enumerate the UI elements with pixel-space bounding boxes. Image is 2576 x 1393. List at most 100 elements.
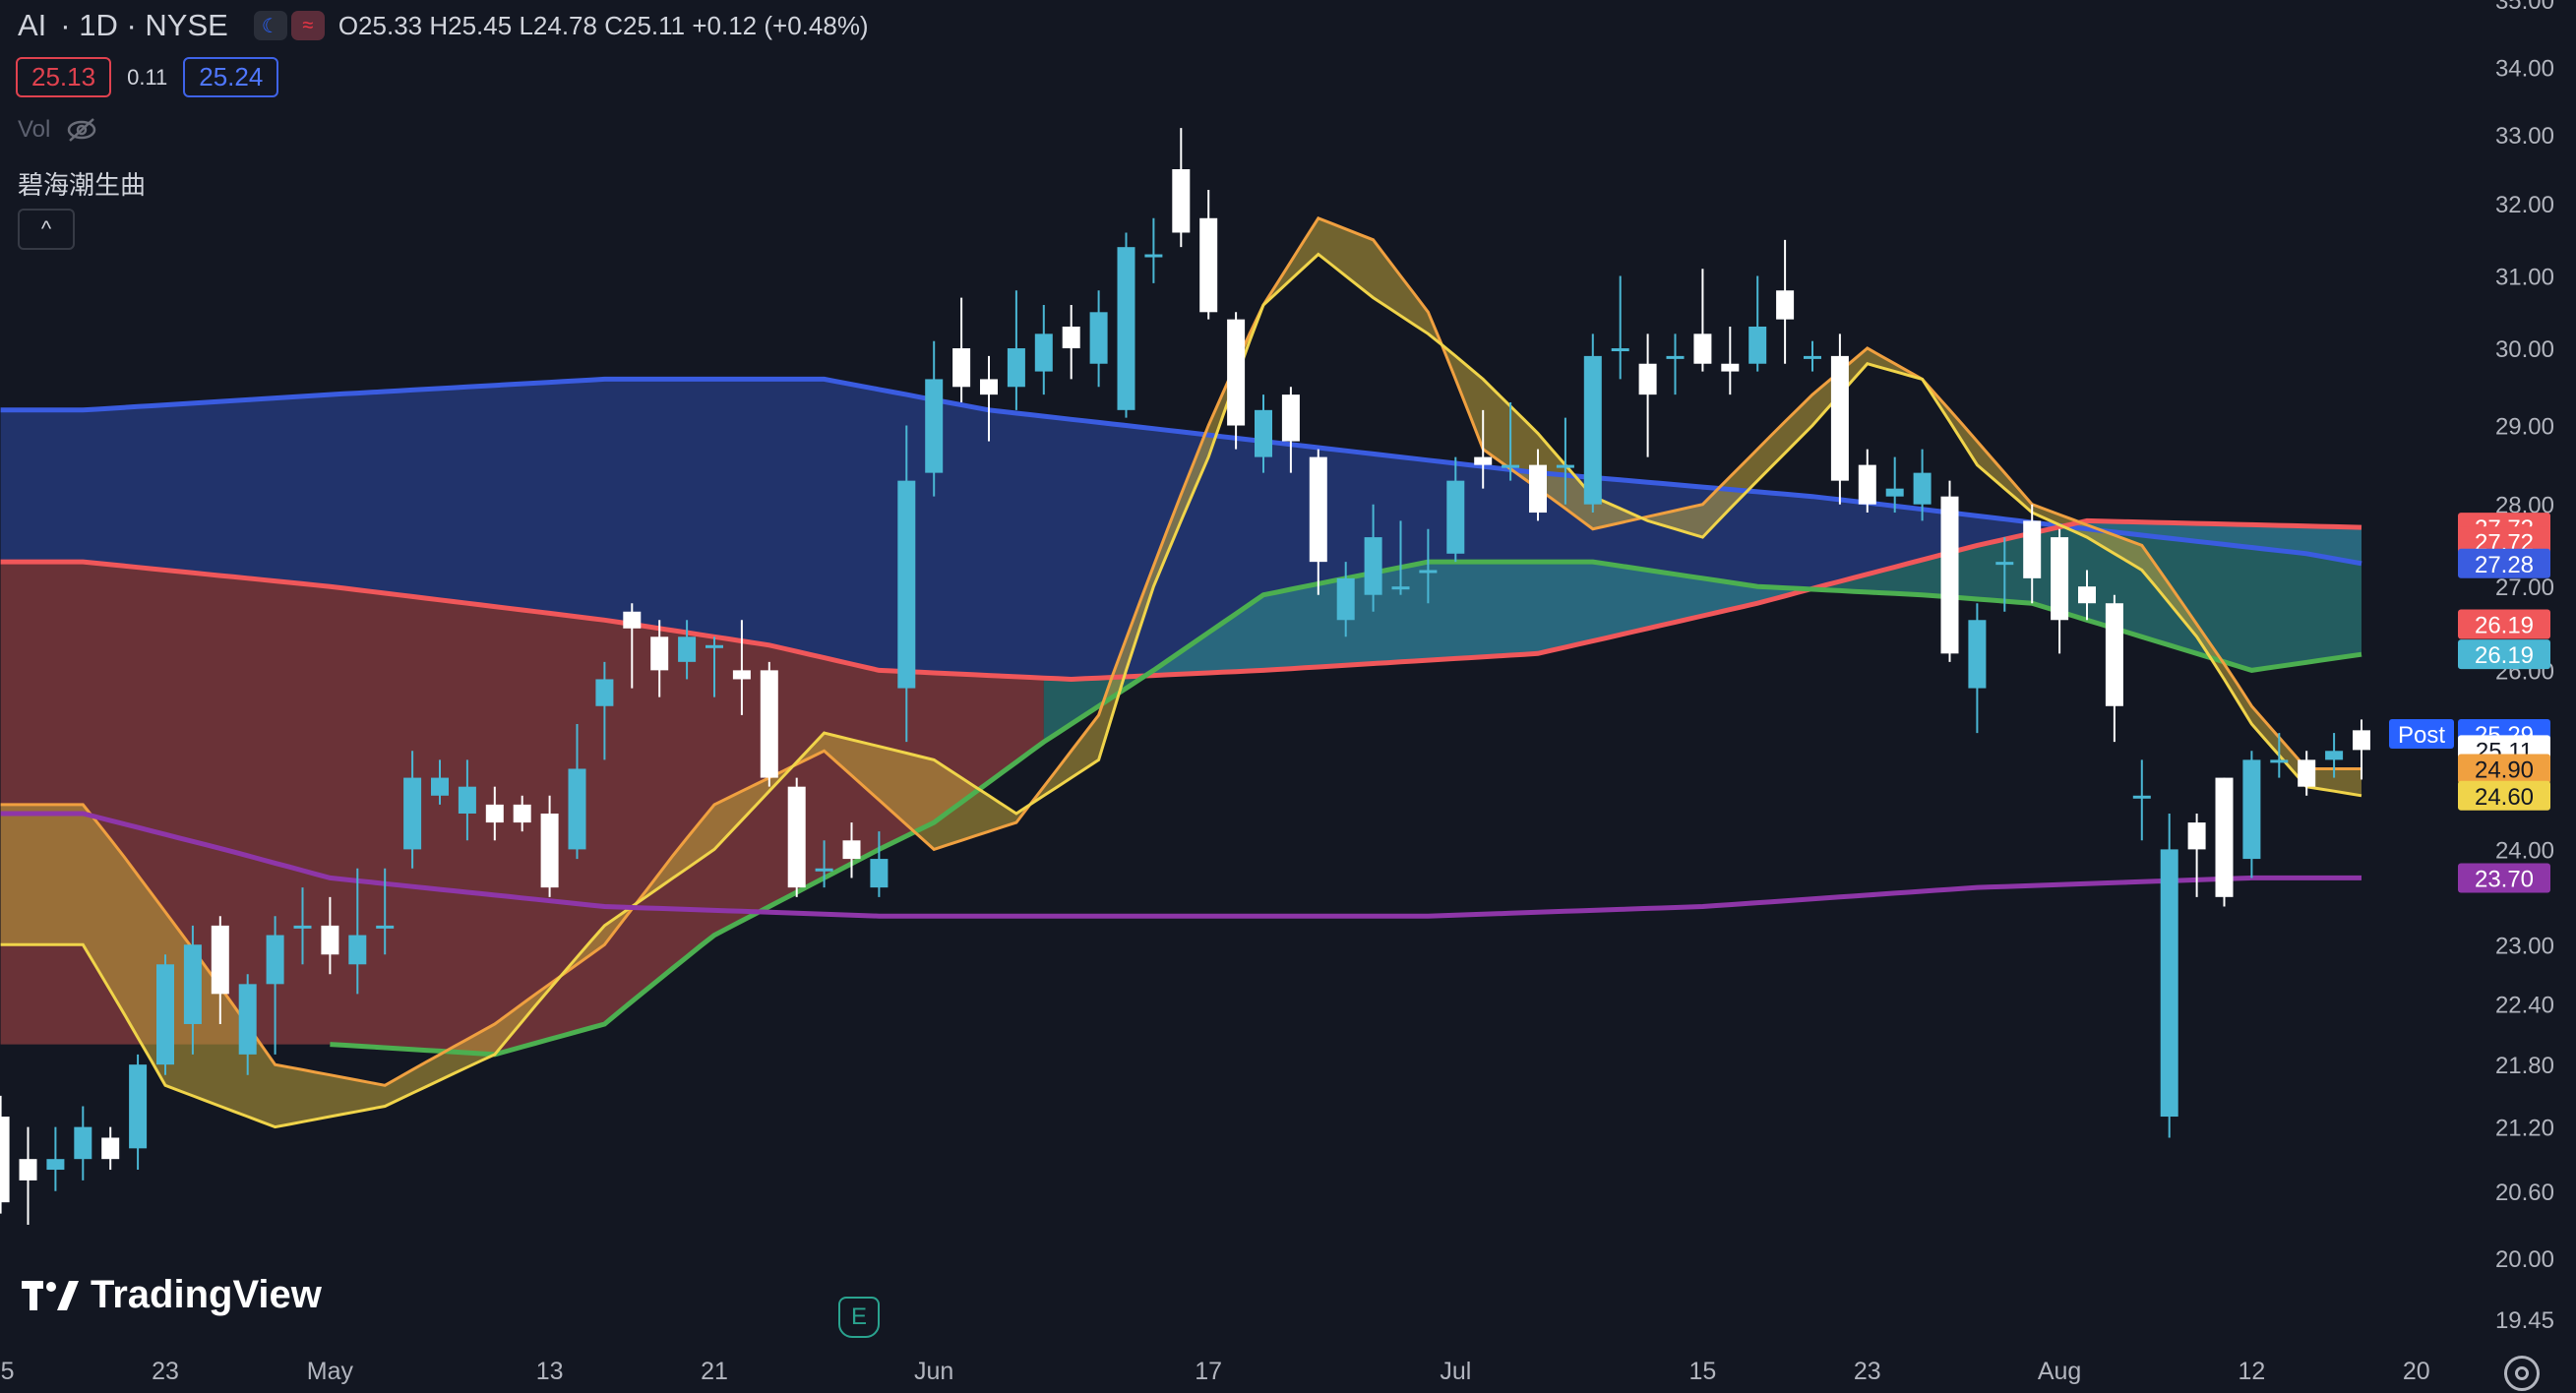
candle-body (1144, 254, 1163, 258)
close-value: C25.11 (604, 10, 686, 40)
candle-body (732, 670, 751, 680)
candle-body (2215, 777, 2234, 897)
symbol-label[interactable]: AI (18, 8, 47, 42)
blue-ma-line (0, 376, 2362, 567)
candle-body (1391, 586, 1410, 590)
candle-body (980, 379, 998, 395)
candle-body (513, 804, 531, 823)
price-tick-label: 24.00 (2495, 837, 2554, 864)
moving-average-lines (0, 215, 2362, 1129)
tradingview-logo[interactable]: TradingView (22, 1273, 322, 1317)
price-tick-label: 30.00 (2495, 336, 2554, 363)
ohlc-readout: O25.33 H25.45 L24.78 C25.11 +0.12 (+0.48… (338, 11, 869, 41)
candle-body (1419, 570, 1438, 574)
candle-body (2132, 795, 2151, 799)
candle-body (1117, 247, 1135, 410)
eye-hidden-icon[interactable] (66, 117, 97, 143)
session-moon-icon[interactable]: ☾ (253, 11, 287, 40)
candle-body (431, 777, 449, 796)
candle-body (870, 859, 889, 888)
candle-body (156, 964, 174, 1065)
time-tick-label: 20 (2403, 1358, 2430, 1385)
candle-body (952, 348, 971, 388)
candle-body (1336, 577, 1355, 621)
candle-body (348, 935, 367, 965)
wave-icon[interactable]: ≈ (290, 11, 325, 40)
volume-label: Vol (18, 116, 51, 143)
candle-body (2353, 730, 2370, 751)
buy-price-button[interactable]: 25.24 (183, 57, 279, 97)
candle-body (1446, 480, 1465, 554)
open-value: O25.33 (337, 10, 423, 40)
price-axis[interactable]: 35.0034.0033.0032.0031.0030.0029.0028.00… (2495, 0, 2554, 1334)
price-label-box (2458, 639, 2550, 670)
candle-body (787, 786, 806, 888)
candle-body (568, 768, 586, 850)
volume-indicator-row[interactable]: Vol (18, 116, 97, 144)
candle-body (1611, 348, 1629, 352)
price-label-box (2458, 863, 2550, 893)
yellow-ma-line (0, 252, 2362, 1129)
price-label-box (2458, 780, 2550, 811)
post-tag-box (2389, 718, 2454, 749)
timeframe-label[interactable]: · 1D · NYSE (60, 8, 228, 42)
indicator-name[interactable]: 碧海潮生曲 (18, 170, 147, 200)
candle-body (2051, 537, 2069, 621)
price-label-box (2458, 754, 2550, 784)
chart-header: AI · 1D · NYSE ☾ ≈ O25.33 H25.45 L24.78 … (18, 6, 869, 45)
candle-body (1968, 620, 1987, 689)
price-label-box (2458, 548, 2550, 578)
candle-body (129, 1064, 148, 1149)
bid-ask-row: 25.13 0.11 25.24 (16, 57, 279, 97)
candle-body (1502, 464, 1520, 468)
candle-body (1858, 464, 1876, 505)
time-tick-label: 15 (1688, 1358, 1716, 1385)
time-tick-label: 21 (701, 1358, 728, 1385)
candle-body (1255, 409, 1272, 457)
price-label-box (2458, 609, 2550, 639)
price-tick-label: 22.40 (2495, 992, 2554, 1018)
candle-body (403, 777, 422, 850)
earnings-marker[interactable]: E (838, 1297, 880, 1338)
candle-body (2270, 759, 2289, 763)
time-tick-label: 13 (536, 1358, 564, 1385)
candle-body (1583, 355, 1602, 505)
candle-body (595, 679, 614, 706)
collapse-legend-button[interactable]: ^ (18, 209, 75, 250)
sell-price-button[interactable]: 25.13 (16, 57, 112, 97)
time-axis[interactable]: 15 23 May 13 21 Jun 17 Jul 15 23 Aug 12 20 (0, 1358, 2430, 1385)
price-tick-label: 35.00 (2495, 0, 2554, 15)
candle-body (1830, 355, 1849, 481)
price-tick-label: 19.45 (2495, 1307, 2554, 1334)
price-tick-label: 32.00 (2495, 192, 2554, 218)
post-tag-text: Post (2398, 722, 2445, 749)
spread-value: 0.11 (127, 64, 168, 90)
chevron-up-icon: ^ (40, 216, 52, 241)
candle-body (1089, 312, 1108, 364)
blue-band (0, 379, 2361, 680)
price-tick-label: 33.00 (2495, 123, 2554, 150)
candle-body (650, 636, 669, 671)
candle-body (1666, 355, 1685, 359)
price-label-text: 27.28 (2475, 552, 2534, 578)
price-tick-label: 27.00 (2495, 575, 2554, 601)
candle-body (1693, 333, 1712, 364)
candle-body (705, 644, 723, 648)
time-tick-label: 17 (1195, 1358, 1222, 1385)
candle-body (74, 1126, 92, 1160)
price-tick-label: 20.00 (2495, 1246, 2554, 1273)
candle-body (183, 944, 202, 1024)
candle-body (1199, 217, 1218, 313)
time-tick-label: May (307, 1358, 354, 1385)
candle-body (1748, 326, 1767, 364)
candle-body (1638, 363, 1657, 395)
candle-body (2187, 822, 2206, 850)
candle-body (2023, 520, 2042, 578)
settings-gear-icon[interactable] (2504, 1356, 2540, 1391)
candle-body (1281, 394, 1300, 442)
candle-body (1474, 456, 1493, 465)
price-tick-label: 31.00 (2495, 265, 2554, 291)
candle-body (2325, 751, 2344, 760)
candle-body (1995, 562, 2014, 566)
